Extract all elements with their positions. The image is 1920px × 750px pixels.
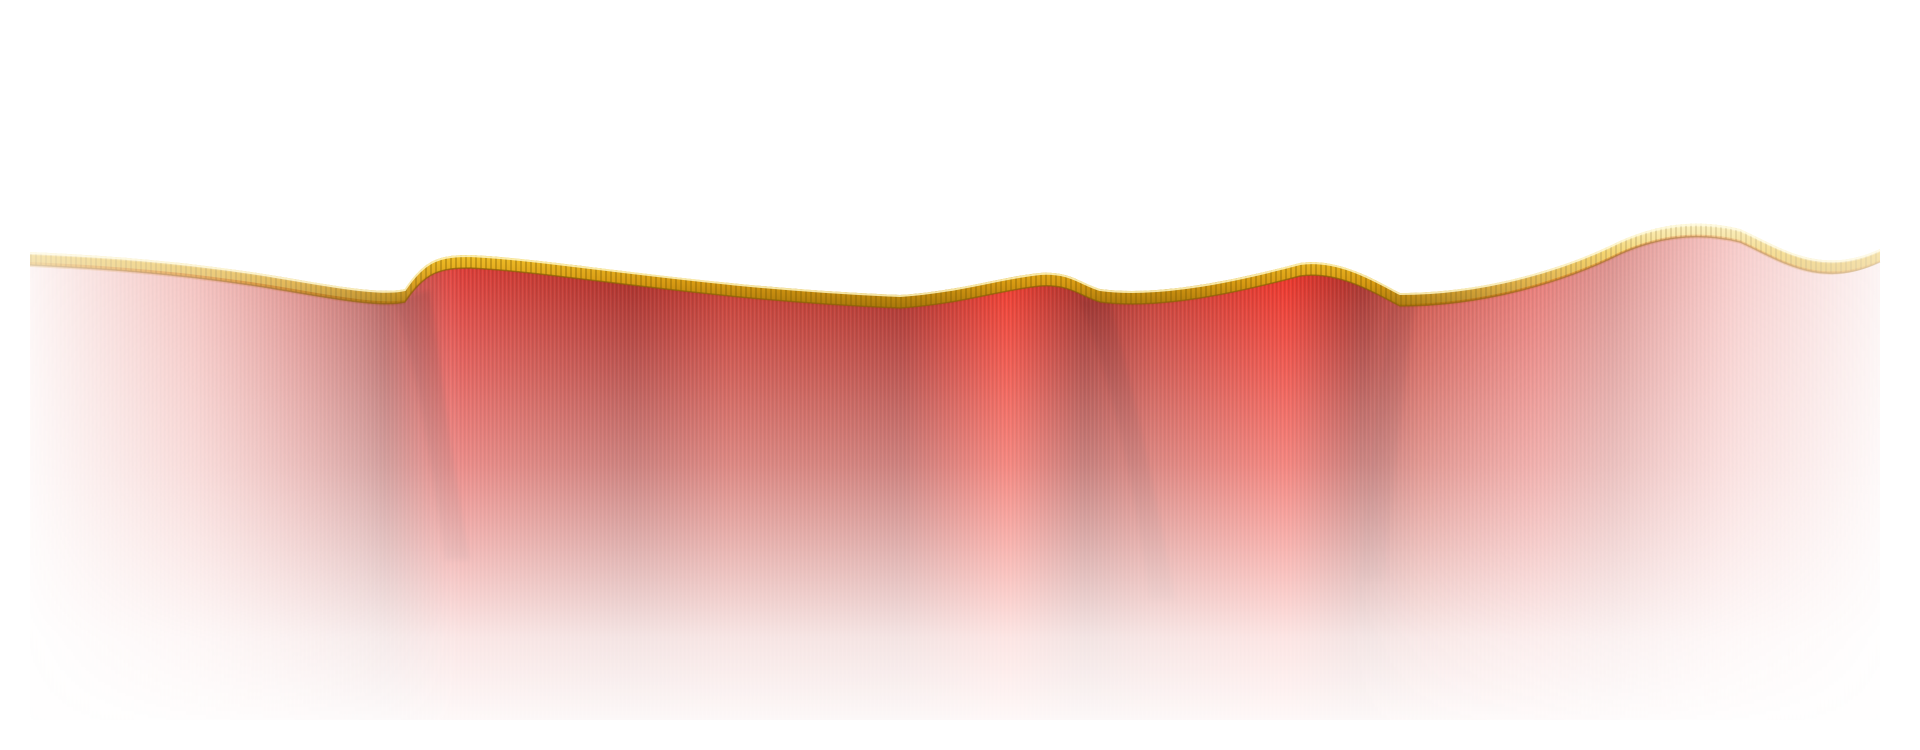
velvet-weave xyxy=(30,234,1880,720)
fold-shadow-left xyxy=(395,290,470,560)
gold-trim-highlight xyxy=(29,223,1881,298)
fold-shadow-right xyxy=(1360,304,1415,580)
gold-trim-edge xyxy=(29,235,1881,309)
gold-trim-stitch xyxy=(30,223,1880,308)
fold-shadow-center xyxy=(1080,300,1175,600)
gold-trim-icon xyxy=(29,223,1881,309)
